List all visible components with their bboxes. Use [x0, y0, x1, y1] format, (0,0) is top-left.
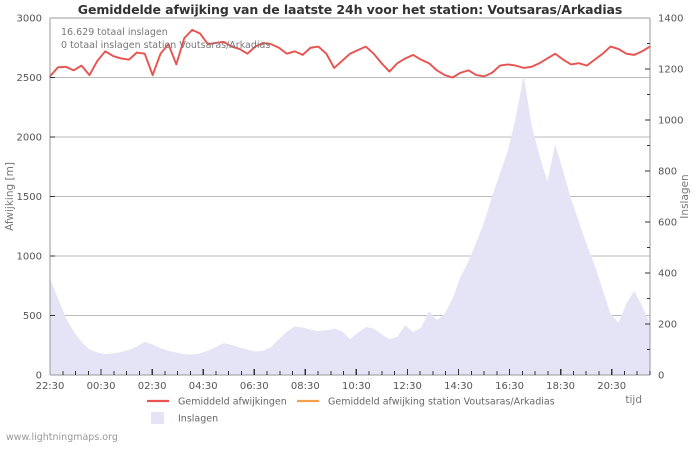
xtick-label: 06:30	[240, 381, 269, 392]
xtick-label: 08:30	[291, 381, 320, 392]
ytick-label-right: 0	[658, 371, 664, 382]
ytick-label-left: 1500	[17, 192, 42, 203]
ytick-label-right: 800	[658, 167, 677, 178]
xtick-label: 20:30	[597, 381, 626, 392]
xtick-label: 12:30	[393, 381, 422, 392]
footer-source: www.lightningmaps.org	[6, 432, 118, 443]
xtick-label: 02:30	[138, 381, 167, 392]
y-axis-title-left: Afwijking [m]	[4, 162, 16, 231]
xtick-label: 14:30	[444, 381, 473, 392]
ytick-label-right: 1000	[658, 116, 683, 127]
ytick-label-right: 400	[658, 269, 677, 280]
page-title: Gemiddelde afwijking van de laatste 24h …	[77, 2, 623, 17]
ytick-label-right: 1200	[658, 65, 683, 76]
legend-swatch-area	[151, 412, 164, 424]
legend-label: Gemiddeld afwijking station Voutsaras/Ar…	[328, 397, 555, 408]
ytick-label-left: 3000	[17, 14, 42, 25]
series-area-inslagen	[50, 75, 650, 375]
series-line-gemiddeld-afwijkingen	[49, 28, 651, 79]
ytick-label-right: 600	[658, 218, 677, 229]
ytick-label-right: 1400	[658, 14, 683, 25]
ytick-label-left: 2500	[17, 73, 42, 84]
plot-annotation-1: 0 totaal inslagen station Voutsaras/Arka…	[61, 40, 270, 51]
xtick-label: 22:30	[36, 381, 65, 392]
ytick-label-left: 0	[36, 371, 42, 382]
ytick-label-right: 200	[658, 320, 677, 331]
xtick-label: 04:30	[189, 381, 218, 392]
ytick-label-left: 1000	[17, 252, 42, 263]
y-axis-title-right: Inslagen	[679, 174, 691, 218]
ytick-label-left: 500	[23, 311, 42, 322]
x-axis-title: tijd	[625, 394, 642, 406]
plot-annotation-0: 16.629 totaal inslagen	[61, 27, 168, 38]
legend-label: Gemiddeld afwijkingen	[178, 397, 287, 408]
ytick-label-left: 2000	[17, 133, 42, 144]
xtick-label: 16:30	[495, 381, 524, 392]
xtick-label: 18:30	[546, 381, 575, 392]
xtick-label: 10:30	[342, 381, 371, 392]
legend-label: Inslagen	[178, 414, 218, 425]
xtick-label: 00:30	[87, 381, 116, 392]
